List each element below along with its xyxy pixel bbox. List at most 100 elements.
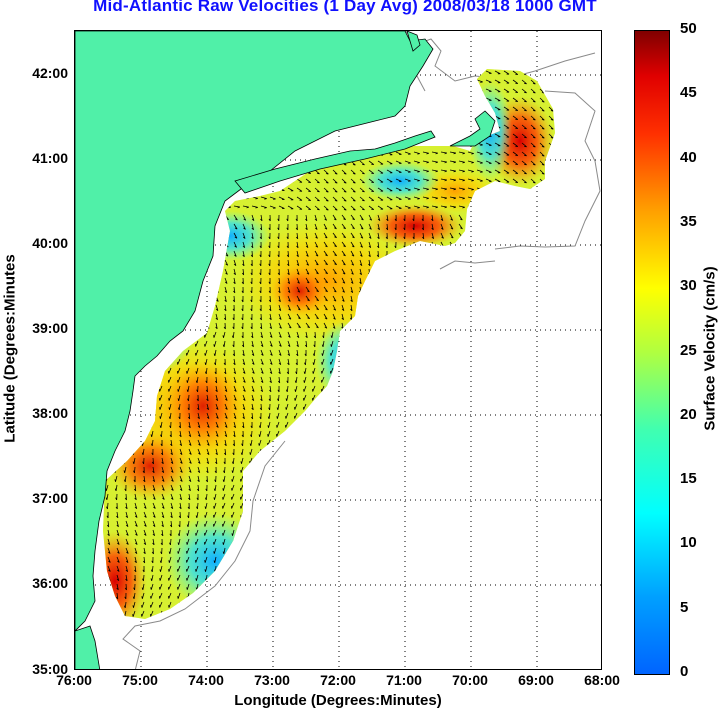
velocity-arrow [457, 349, 460, 357]
velocity-arrow [547, 448, 550, 456]
velocity-arrow [323, 277, 329, 284]
velocity-arrow [152, 466, 155, 474]
velocity-arrow [411, 457, 415, 464]
velocity-arrow [259, 403, 262, 411]
velocity-arrow [116, 520, 119, 528]
velocity-arrow [431, 97, 439, 101]
velocity-arrow [359, 178, 365, 184]
velocity-arrow [243, 620, 245, 626]
velocity-arrow [539, 439, 542, 447]
velocity-arrow [222, 331, 226, 338]
velocity-arrow [375, 511, 379, 518]
velocity-arrow [439, 475, 442, 483]
velocity-arrow [141, 403, 145, 410]
velocity-arrow [431, 250, 435, 257]
velocity-arrow [465, 376, 469, 383]
velocity-arrow [539, 196, 545, 202]
velocity-arrow [411, 475, 415, 482]
velocity-arrow [458, 205, 465, 209]
x-tick-label: 70:00 [452, 672, 488, 688]
velocity-arrow [168, 376, 172, 383]
velocity-arrow [231, 331, 235, 339]
velocity-arrow [539, 421, 543, 428]
velocity-arrow [321, 340, 325, 348]
velocity-arrow [420, 430, 424, 437]
velocity-arrow [530, 205, 536, 211]
velocity-arrow [431, 115, 439, 119]
velocity-arrow [332, 169, 338, 175]
velocity-arrow [567, 224, 569, 230]
velocity-arrow [376, 268, 379, 276]
velocity-arrow [234, 620, 236, 626]
velocity-arrow [312, 565, 316, 573]
velocity-arrow [458, 124, 465, 128]
velocity-arrow [303, 574, 307, 582]
velocity-arrow [485, 241, 489, 248]
velocity-arrow [431, 295, 436, 302]
velocity-arrow [493, 295, 496, 303]
velocity-arrow [341, 214, 346, 221]
velocity-arrow [421, 232, 425, 240]
velocity-arrow [249, 448, 253, 455]
velocity-arrow [305, 538, 308, 546]
velocity-arrow [558, 197, 562, 201]
velocity-arrow [150, 403, 154, 410]
x-axis-label: Longitude (Degrees:Minutes) [234, 692, 442, 709]
velocity-arrow [378, 629, 380, 635]
velocity-arrow [169, 629, 171, 635]
velocity-arrow [197, 457, 201, 464]
velocity-arrow [107, 547, 111, 554]
velocity-arrow [366, 538, 370, 545]
velocity-arrow [530, 430, 534, 437]
velocity-arrow [195, 556, 199, 563]
velocity-arrow [475, 547, 478, 555]
velocity-arrow [241, 322, 244, 330]
velocity-arrow [458, 475, 461, 483]
velocity-arrow [449, 196, 457, 200]
velocity-arrow [314, 647, 315, 653]
velocity-arrow [240, 448, 244, 456]
velocity-arrow [269, 304, 272, 312]
velocity-arrow [367, 574, 370, 582]
velocity-arrow [285, 638, 288, 644]
velocity-arrow [213, 493, 217, 500]
velocity-arrow [412, 511, 415, 519]
velocity-arrow [251, 349, 255, 356]
velocity-arrow [314, 232, 318, 239]
velocity-arrow [287, 304, 292, 311]
velocity-arrow [233, 358, 236, 366]
velocity-arrow [393, 511, 397, 518]
velocity-arrow [134, 565, 137, 573]
velocity-arrow [548, 322, 553, 329]
velocity-arrow [539, 205, 545, 211]
velocity-arrow [357, 556, 361, 563]
velocity-arrow [341, 421, 344, 429]
velocity-arrow [440, 205, 448, 209]
velocity-arrow [413, 547, 417, 555]
velocity-arrow [332, 304, 337, 311]
velocity-arrow [403, 421, 406, 429]
velocity-arrow [197, 403, 200, 411]
velocity-arrow [195, 376, 199, 384]
velocity-arrow [558, 287, 561, 292]
velocity-arrow [159, 367, 163, 374]
velocity-arrow [449, 160, 457, 164]
velocity-arrow [456, 367, 460, 375]
velocity-arrow [412, 421, 415, 429]
velocity-arrow [456, 601, 460, 608]
velocity-arrow [565, 647, 567, 653]
velocity-arrow [198, 620, 200, 626]
velocity-arrow [449, 97, 457, 101]
velocity-arrow [548, 106, 554, 112]
velocity-arrow [429, 484, 433, 492]
velocity-arrow [369, 629, 371, 635]
velocity-arrow [440, 511, 444, 519]
velocity-arrow [222, 538, 226, 545]
velocity-arrow [152, 493, 156, 500]
velocity-arrow [404, 187, 411, 191]
velocity-arrow [422, 367, 426, 374]
velocity-arrow [233, 250, 237, 257]
velocity-arrow [294, 394, 298, 401]
velocity-arrow [476, 448, 479, 456]
velocity-arrow [295, 574, 298, 582]
